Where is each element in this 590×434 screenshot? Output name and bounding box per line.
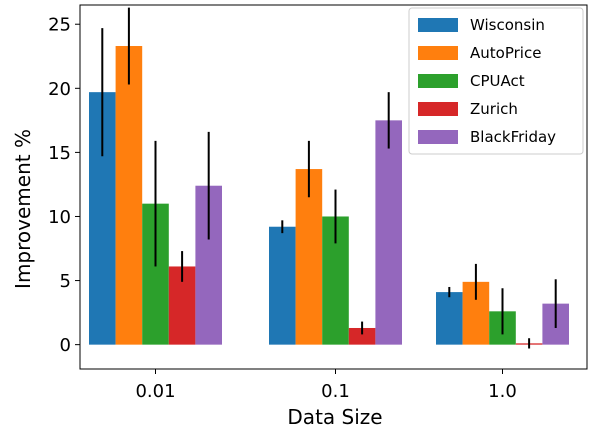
x-tick-label: 0.01 (135, 381, 175, 402)
bar (269, 226, 296, 345)
legend-label: BlackFriday (470, 128, 556, 146)
axes (79, 4, 588, 370)
legend-box (408, 7, 584, 155)
legend-swatch (418, 130, 458, 144)
y-tick-label: 10 (48, 207, 71, 228)
x-axis-label: Data Size (287, 405, 382, 429)
legend-label: CPUAct (470, 72, 525, 90)
x-tick-label: 0.1 (321, 381, 350, 402)
y-tick-label: 20 (48, 79, 71, 100)
y-ticks: 0 5 10 15 20 25 (48, 15, 80, 356)
y-tick-label: 25 (48, 15, 71, 36)
bar (115, 46, 143, 345)
bar (295, 169, 323, 345)
x-tick-label: 1.0 (488, 381, 517, 402)
x-ticks: 0.01 0.1 1.0 (135, 369, 517, 402)
error-bars (101, 7, 557, 349)
axes-frame (79, 4, 588, 370)
y-tick-label: 15 (48, 143, 71, 164)
legend-swatch (418, 18, 458, 32)
legend-swatch (418, 74, 458, 88)
bar (348, 327, 376, 345)
legend-swatch (418, 46, 458, 60)
legend-label: AutoPrice (470, 44, 541, 62)
y-tick-label: 5 (60, 271, 71, 292)
legend-label: Zurich (470, 100, 518, 118)
legend-swatch (418, 102, 458, 116)
bar (436, 292, 463, 345)
bars (89, 46, 569, 345)
legend-label: Wisconsin (470, 16, 545, 34)
y-tick-label: 0 (60, 335, 71, 356)
bar (375, 120, 402, 345)
legend: Wisconsin AutoPrice CPUAct Zurich BlackFrida… (408, 7, 584, 155)
y-axis-label: Improvement % (11, 129, 35, 289)
